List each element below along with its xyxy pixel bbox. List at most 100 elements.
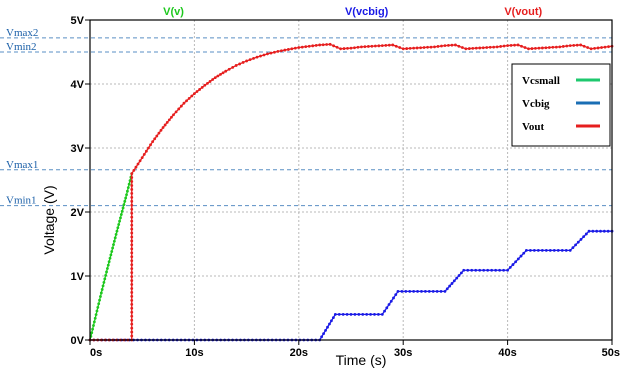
- x-tick-label: 50s: [602, 347, 620, 359]
- data-point-vout: [130, 207, 134, 211]
- data-point-vout: [155, 134, 159, 138]
- data-point-v: [126, 189, 129, 193]
- data-point-vout: [165, 121, 169, 124]
- data-point-vout: [586, 46, 590, 49]
- reference-label: Vmax2: [6, 27, 38, 39]
- data-point-vout: [130, 215, 134, 219]
- data-point-vout: [273, 50, 276, 54]
- data-point-vout: [221, 71, 225, 75]
- data-point-vout: [596, 46, 600, 50]
- x-axis-label: Time (s): [336, 352, 387, 368]
- data-point-vout: [349, 46, 353, 50]
- data-point-vout: [187, 97, 191, 100]
- data-point-vout: [478, 46, 482, 50]
- data-point-vout: [241, 61, 245, 64]
- data-point-vout: [283, 48, 287, 52]
- data-point-vout: [499, 45, 503, 48]
- data-point-vout: [471, 46, 475, 50]
- data-point-vcbig: [606, 229, 610, 233]
- x-tick-label: 10s: [185, 347, 203, 359]
- data-point-vcbig: [508, 266, 512, 269]
- data-point-vout: [130, 180, 134, 183]
- data-point-vcbig: [576, 240, 580, 244]
- data-point-vout: [149, 143, 152, 147]
- data-point-vout: [161, 126, 165, 129]
- data-point-vout: [200, 85, 204, 89]
- data-point-vcbig: [560, 249, 564, 252]
- data-point-vout: [245, 59, 249, 63]
- data-point-vout: [130, 235, 134, 239]
- data-point-vcbig: [423, 289, 427, 293]
- data-point-vcbig: [490, 268, 494, 272]
- data-point-v: [97, 302, 101, 306]
- data-point-vout: [325, 43, 329, 46]
- data-point-v: [124, 196, 128, 200]
- data-point-vcbig: [571, 246, 575, 250]
- data-point-vout: [467, 47, 471, 50]
- data-point-vout: [190, 94, 194, 98]
- data-point-vout: [248, 58, 252, 62]
- data-point-vcbig: [502, 268, 506, 272]
- data-point-vcbig: [455, 276, 459, 280]
- data-point-vout: [238, 62, 242, 66]
- data-point-vout: [367, 45, 370, 48]
- data-point-vcbig: [435, 289, 439, 293]
- data-point-vout: [530, 47, 534, 50]
- data-point-v: [122, 203, 126, 207]
- data-point-vout: [130, 322, 134, 326]
- data-point-v: [116, 226, 120, 230]
- data-point-vout: [346, 46, 349, 50]
- data-point-vcbig: [470, 268, 474, 272]
- data-point-vcbig: [564, 249, 568, 252]
- data-point-v: [113, 236, 117, 240]
- trace-header: V(vout): [504, 6, 542, 18]
- data-point-vout: [297, 46, 301, 49]
- data-point-vcbig: [408, 289, 412, 293]
- data-point-vout: [568, 44, 572, 47]
- data-point-vout: [185, 99, 188, 103]
- data-point-v: [120, 209, 124, 213]
- data-point-vout: [130, 298, 134, 302]
- data-point-vout: [157, 131, 161, 135]
- data-point-vout: [208, 80, 212, 83]
- data-point-vout: [130, 184, 134, 187]
- data-point-vcbig: [540, 249, 544, 252]
- y-axis-label: Voltage (V): [41, 185, 57, 254]
- data-point-vcbig: [400, 289, 404, 293]
- data-point-v: [108, 256, 112, 260]
- data-point-vcbig: [595, 229, 599, 233]
- data-point-vout: [130, 306, 134, 310]
- x-tick-label: 0s: [90, 347, 102, 359]
- data-point-vcbig: [544, 249, 548, 252]
- data-point-vout: [198, 88, 202, 91]
- data-point-vout: [259, 54, 262, 58]
- data-point-vout: [130, 176, 134, 179]
- legend-label: Vcsmall: [522, 75, 560, 87]
- data-point-vout: [527, 47, 530, 51]
- data-point-vout: [353, 46, 356, 50]
- data-point-vout: [130, 326, 134, 330]
- data-point-vcbig: [514, 260, 518, 264]
- data-point-vcbig: [524, 249, 528, 252]
- data-point-vcbig: [443, 289, 447, 293]
- data-point-vcbig: [420, 289, 423, 293]
- legend-box: [511, 63, 611, 147]
- data-point-vcbig: [536, 249, 540, 252]
- data-point-vout: [488, 45, 492, 49]
- data-point-vout: [280, 49, 283, 53]
- data-point-vcbig: [396, 289, 400, 293]
- data-point-vcbig: [450, 282, 454, 285]
- data-point-v: [95, 309, 99, 313]
- data-point-vcbig: [331, 316, 335, 319]
- data-point-vout: [172, 113, 175, 117]
- data-point-v: [110, 250, 114, 253]
- data-point-vout: [304, 45, 308, 49]
- data-point-vcbig: [361, 313, 365, 316]
- data-point-vout: [130, 271, 134, 275]
- data-point-vout: [159, 128, 163, 132]
- data-point-v: [92, 320, 96, 324]
- data-point-vout: [134, 165, 138, 169]
- data-point-vcbig: [511, 263, 515, 266]
- data-point-vout: [328, 42, 332, 46]
- data-point-vout: [544, 46, 548, 50]
